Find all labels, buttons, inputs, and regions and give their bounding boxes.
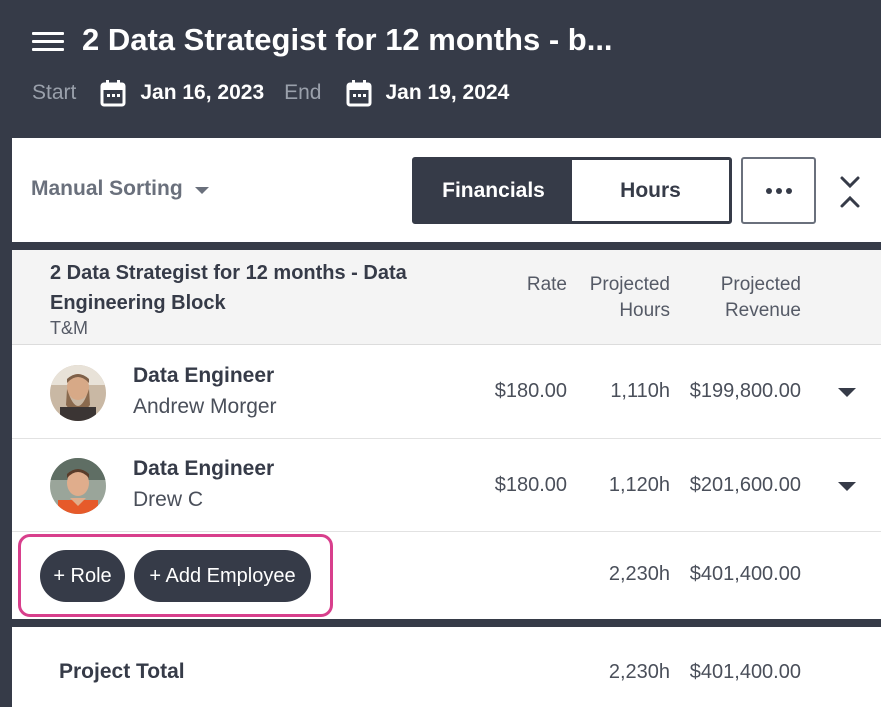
table-row[interactable]: Data Engineer Drew C $180.00 1,120h $201… (12, 440, 881, 532)
sorting-label: Manual Sorting (31, 177, 183, 200)
collapse-icon[interactable] (835, 174, 865, 210)
revenue-value: $199,800.00 (689, 380, 801, 402)
menu-icon[interactable] (32, 30, 64, 54)
subtotal-hours: 2,230h (608, 563, 670, 585)
role-name: Data Engineer (133, 457, 275, 480)
toolbar: Manual Sorting Financials Hours (12, 138, 881, 242)
section-divider (12, 242, 881, 250)
role-name: Data Engineer (133, 364, 275, 387)
rate-value: $180.00 (494, 474, 567, 496)
project-total-label: Project Total (59, 660, 185, 683)
expand-row-icon[interactable] (838, 388, 856, 397)
chevron-down-icon (194, 186, 209, 194)
start-date[interactable]: Jan 16, 2023 (140, 81, 265, 104)
rate-value: $180.00 (494, 380, 567, 402)
calendar-icon[interactable] (346, 79, 372, 107)
total-hours: 2,230h (608, 661, 670, 683)
add-employee-button[interactable]: + Add Employee (134, 550, 311, 602)
end-label: End (284, 81, 322, 104)
total-revenue: $401,400.00 (689, 661, 801, 683)
table-row[interactable]: Data Engineer Andrew Morger $180.00 1,11… (12, 346, 881, 439)
section-divider (12, 619, 881, 627)
table-header: 2 Data Strategist for 12 months - Data E… (12, 250, 881, 345)
tab-financials[interactable]: Financials (415, 160, 572, 221)
subtotal-revenue: $401,400.00 (689, 563, 801, 585)
date-range: Start Jan 16, 2023 End Jan 19, 2024 (32, 78, 509, 108)
avatar (50, 365, 106, 421)
block-type: T&M (50, 318, 88, 338)
block-title: 2 Data Strategist for 12 months - Data E… (50, 262, 407, 314)
employee-name[interactable]: Andrew Morger (133, 395, 277, 418)
calendar-icon[interactable] (100, 79, 126, 107)
more-options-button[interactable] (741, 157, 816, 224)
start-label: Start (32, 81, 77, 104)
highlight-annotation (18, 534, 333, 617)
column-projected-revenue: Projected Revenue (720, 274, 801, 321)
page-title: 2 Data Strategist for 12 months - b... (82, 22, 613, 57)
column-projected-hours: Projected Hours (589, 274, 670, 321)
employee-name[interactable]: Drew C (133, 488, 204, 511)
column-rate: Rate (526, 274, 567, 295)
expand-row-icon[interactable] (838, 482, 856, 491)
view-toggle: Financials Hours (412, 157, 732, 224)
revenue-value: $201,600.00 (689, 474, 801, 496)
add-role-button[interactable]: + Role (40, 550, 125, 602)
staffing-panel: Manual Sorting Financials Hours 2 Data S… (12, 138, 881, 707)
avatar (50, 458, 106, 514)
page-header: 2 Data Strategist for 12 months - b... S… (0, 0, 881, 138)
tab-hours[interactable]: Hours (572, 160, 729, 221)
sorting-dropdown[interactable]: Manual Sorting (31, 177, 209, 201)
hours-value: 1,110h (610, 380, 670, 402)
end-date[interactable]: Jan 19, 2024 (385, 81, 510, 104)
more-horizontal-icon (765, 187, 792, 194)
hours-value: 1,120h (608, 474, 670, 496)
